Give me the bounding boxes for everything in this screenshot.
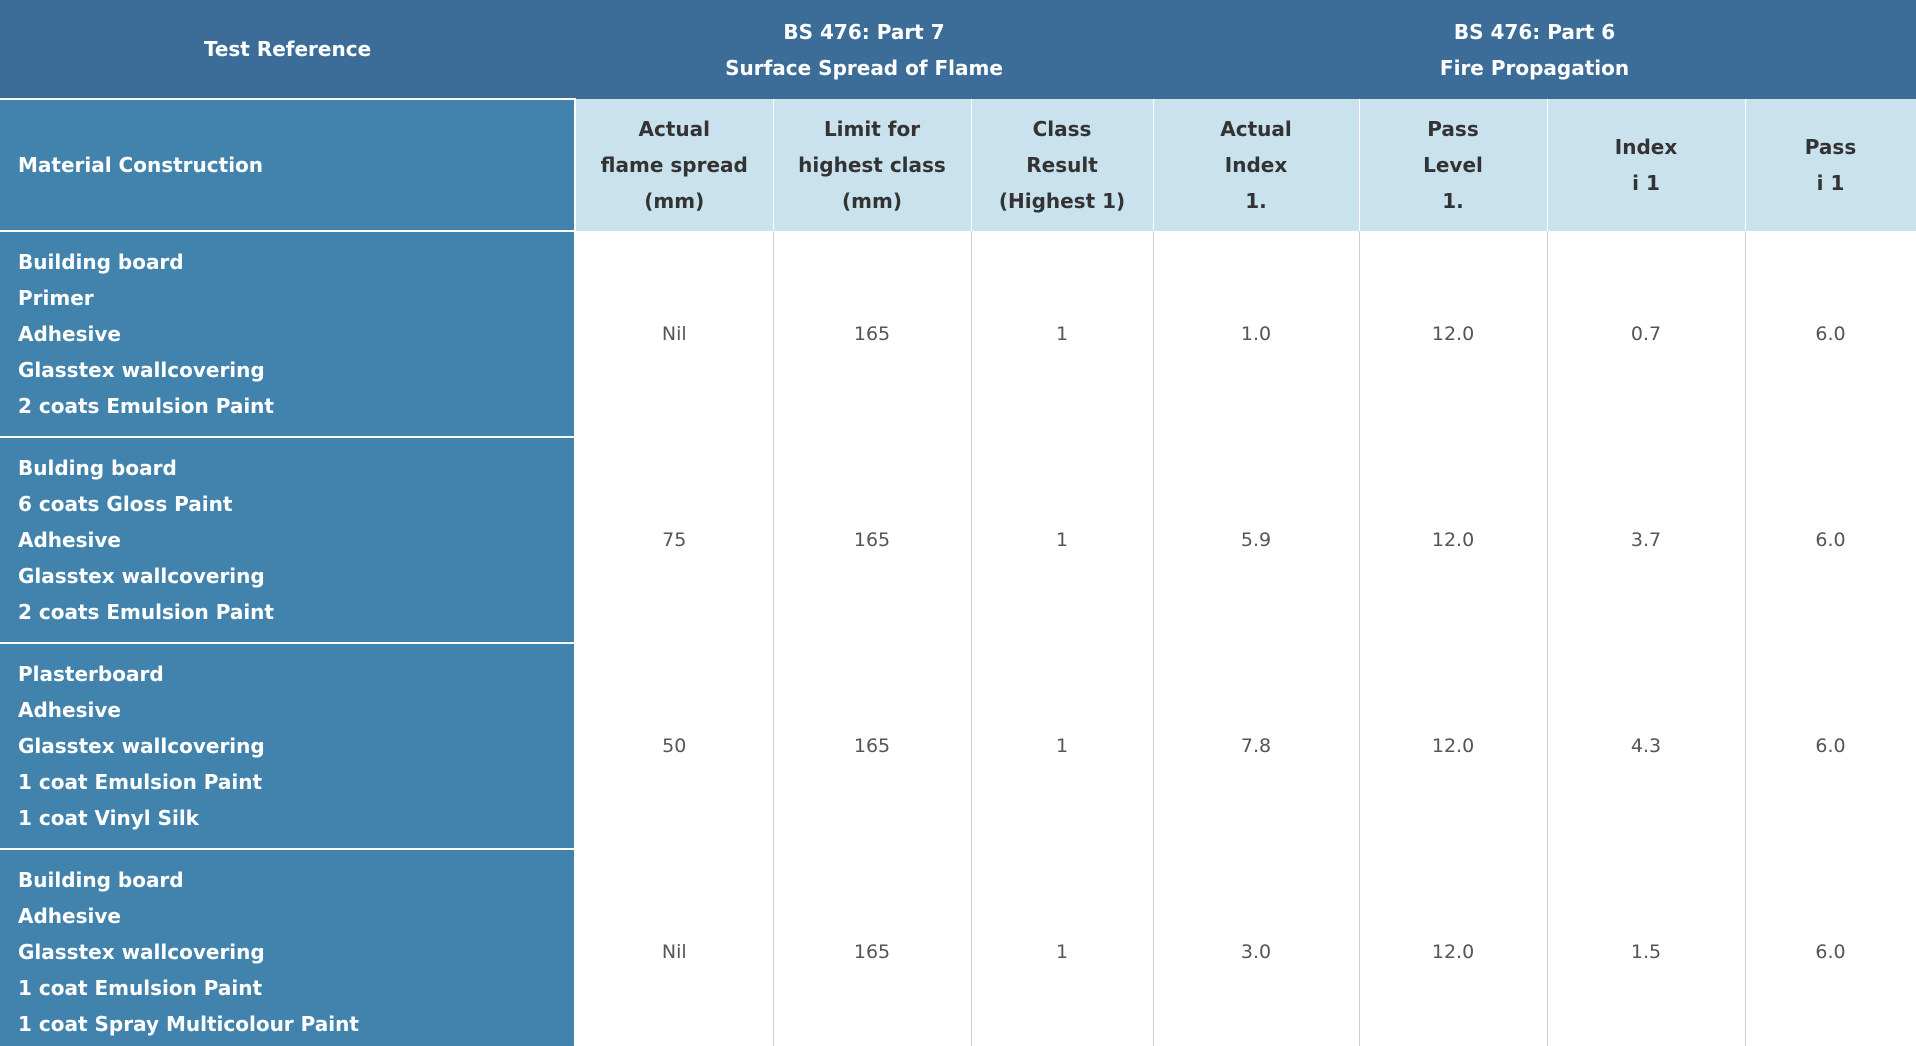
header-line: (mm) (644, 189, 705, 213)
pass-i1-header: Pass i 1 (1744, 99, 1916, 231)
limit-highest-class-header: Limit for highest class (mm) (772, 99, 972, 231)
material-layer: Glasstex wallcovering (18, 358, 265, 382)
limit-highest-class-value: 165 (772, 437, 972, 643)
material-layer: 1 coat Emulsion Paint (18, 976, 263, 1000)
header-line: Level (1423, 153, 1483, 177)
pass-i1-value: 6.0 (1744, 231, 1916, 437)
bs476-part6-header: BS 476: Part 6 Fire Propagation (1153, 0, 1916, 99)
header-line: Index (1614, 135, 1678, 159)
material-cell: Bulding board 6 coats Gloss Paint Adhesi… (0, 437, 576, 644)
header-line: Class (1032, 117, 1092, 141)
subheader-row: Material Construction Actual flame sprea… (0, 99, 1916, 232)
class-result-header: Class Result (Highest 1) (970, 99, 1154, 231)
test-reference-header: Test Reference (0, 0, 575, 100)
material-layer: Adhesive (18, 904, 121, 928)
header-row: Test Reference BS 476: Part 7 Surface Sp… (0, 0, 1916, 100)
header-line: Pass (1804, 135, 1857, 159)
actual-index-header: Actual Index 1. (1152, 99, 1360, 231)
table-row: Building board Primer Adhesive Glasstex … (0, 231, 1916, 438)
class-result-value: 1 (970, 437, 1154, 643)
material-layer: Primer (18, 286, 94, 310)
material-layer: Building board (18, 250, 184, 274)
actual-index-value: 3.0 (1152, 849, 1360, 1046)
material-layer: Adhesive (18, 322, 121, 346)
actual-index-value: 7.8 (1152, 643, 1360, 849)
part7-subtitle: Surface Spread of Flame (725, 55, 1003, 80)
actual-flame-spread-value: 50 (574, 643, 774, 849)
header-line: (Highest 1) (998, 189, 1126, 213)
header-line: i 1 (1816, 171, 1845, 195)
table-row: Plasterboard Adhesive Glasstex wallcover… (0, 643, 1916, 850)
table-row: Bulding board 6 coats Gloss Paint Adhesi… (0, 437, 1916, 644)
header-line: Actual (1220, 117, 1292, 141)
actual-index-value: 5.9 (1152, 437, 1360, 643)
index-i1-value: 1.5 (1546, 849, 1746, 1046)
header-line: 1. (1245, 189, 1267, 213)
material-cell: Building board Adhesive Glasstex wallcov… (0, 849, 576, 1046)
pass-level-header: Pass Level 1. (1358, 99, 1548, 231)
class-result-value: 1 (970, 849, 1154, 1046)
class-result-value: 1 (970, 643, 1154, 849)
pass-i1-value: 6.0 (1744, 849, 1916, 1046)
material-layer: Plasterboard (18, 662, 164, 686)
part7-title: BS 476: Part 7 (783, 19, 945, 44)
pass-level-value: 12.0 (1358, 849, 1548, 1046)
header-line: Pass (1427, 117, 1479, 141)
class-result-value: 1 (970, 231, 1154, 437)
header-line: i 1 (1632, 171, 1660, 195)
actual-index-value: 1.0 (1152, 231, 1360, 437)
part6-subtitle: Fire Propagation (1439, 55, 1630, 80)
material-layer: 6 coats Gloss Paint (18, 492, 233, 516)
material-cell: Building board Primer Adhesive Glasstex … (0, 231, 576, 438)
actual-flame-spread-value: Nil (574, 231, 774, 437)
header-line: Limit for (823, 117, 921, 141)
material-layer: Building board (18, 868, 184, 892)
material-layer: 1 coat Vinyl Silk (18, 806, 199, 830)
actual-flame-spread-header: Actual flame spread (mm) (574, 99, 774, 231)
index-i1-value: 3.7 (1546, 437, 1746, 643)
material-layer: Bulding board (18, 456, 177, 480)
material-cell: Plasterboard Adhesive Glasstex wallcover… (0, 643, 576, 850)
index-i1-value: 4.3 (1546, 643, 1746, 849)
material-construction-header: Material Construction (0, 99, 576, 232)
material-layer: 2 coats Emulsion Paint (18, 600, 274, 624)
limit-highest-class-value: 165 (772, 849, 972, 1046)
material-layer: 1 coat Spray Multicolour Paint (18, 1012, 359, 1036)
header-line: (mm) (842, 189, 902, 213)
material-layer: Adhesive (18, 528, 121, 552)
index-i1-header: Index i 1 (1546, 99, 1746, 231)
pass-i1-value: 6.0 (1744, 437, 1916, 643)
table-row: Building board Adhesive Glasstex wallcov… (0, 849, 1916, 1046)
pass-i1-value: 6.0 (1744, 643, 1916, 849)
header-line: Index (1224, 153, 1288, 177)
pass-level-value: 12.0 (1358, 643, 1548, 849)
material-layer: Adhesive (18, 698, 121, 722)
material-layer: Glasstex wallcovering (18, 734, 265, 758)
material-layer: Glasstex wallcovering (18, 940, 265, 964)
part6-title: BS 476: Part 6 (1453, 19, 1616, 44)
header-line: highest class (798, 153, 946, 177)
pass-level-value: 12.0 (1358, 437, 1548, 643)
actual-flame-spread-value: 75 (574, 437, 774, 643)
material-layer: 2 coats Emulsion Paint (18, 394, 274, 418)
limit-highest-class-value: 165 (772, 643, 972, 849)
pass-level-value: 12.0 (1358, 231, 1548, 437)
index-i1-value: 0.7 (1546, 231, 1746, 437)
actual-flame-spread-value: Nil (574, 849, 774, 1046)
bs476-part7-header: BS 476: Part 7 Surface Spread of Flame (575, 0, 1154, 99)
header-line: flame spread (600, 153, 748, 177)
header-line: 1. (1442, 189, 1464, 213)
limit-highest-class-value: 165 (772, 231, 972, 437)
material-layer: 1 coat Emulsion Paint (18, 770, 263, 794)
header-line: Result (1026, 153, 1098, 177)
header-line: Actual (638, 117, 710, 141)
material-layer: Glasstex wallcovering (18, 564, 265, 588)
